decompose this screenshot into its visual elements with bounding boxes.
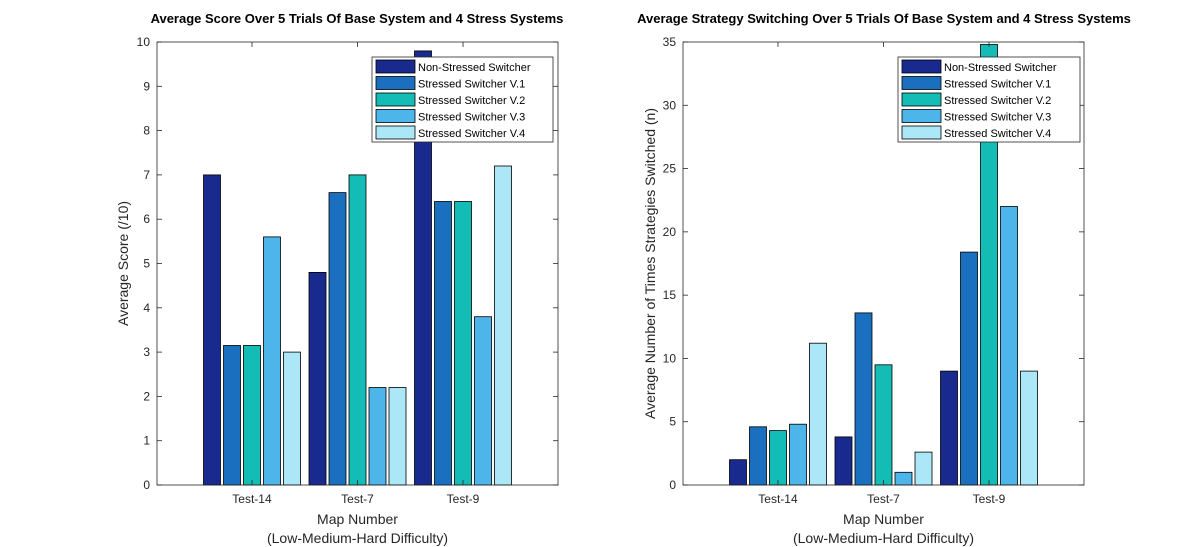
legend-label: Stressed Switcher V.2 [944,95,1051,107]
legend-label: Stressed Switcher V.3 [418,112,525,124]
y-axis-label: Average Score (/10) [115,201,131,326]
bar-5-test-7 [914,451,933,486]
chart-title: Average Strategy Switching Over 5 Trials… [637,11,1131,26]
legend-swatch [901,125,942,140]
x-tick-label: Test-7 [867,492,900,506]
chart-1: Average Score Over 5 Trials Of Base Syst… [115,11,563,546]
bar-4-test-9 [1000,206,1018,486]
bar-2-test-9 [434,201,452,486]
legend-label: Stressed Switcher V.1 [418,79,525,91]
legend-swatch [375,109,416,123]
legend-label: Non-Stressed Switcher [944,62,1057,74]
x-tick-label: Test-9 [973,492,1006,506]
chart-title: Average Score Over 5 Trials Of Base Syst… [151,11,564,26]
bar-3-test-14 [243,345,261,486]
y-tick-label: 10 [137,35,151,49]
legend-label: Stressed Switcher V.4 [944,128,1051,140]
legend-swatch [901,92,942,107]
bar-1-test-14 [203,174,221,486]
legend-label: Stressed Switcher V.1 [944,79,1051,91]
x-axis-sublabel: (Low-Medium-Hard Difficulty) [267,530,448,546]
bar-2-test-7 [854,312,873,486]
y-tick-label: 6 [143,212,150,226]
legend: Non-Stressed Switcher Stressed Switcher V… [897,56,1081,143]
bar-2-test-7 [328,192,347,486]
bar-1-test-9 [940,370,958,486]
bar-4-test-14 [263,236,281,486]
y-tick-label: 0 [669,478,676,492]
bar-2-test-14 [223,345,241,486]
bar-5-test-14 [809,342,827,486]
y-tick-label: 8 [143,124,150,138]
x-tick-label: Test-14 [232,492,272,506]
bar-4-test-7 [368,387,387,486]
legend-swatch [901,76,942,90]
x-axis-label: Map Number [843,511,924,527]
bar-5-test-9 [1020,370,1038,486]
bar-3-test-14 [769,430,787,486]
x-axis-sublabel: (Low-Medium-Hard Difficulty) [793,530,974,546]
y-tick-label: 4 [143,301,150,315]
bar-5-test-7 [388,387,407,486]
bar-1-test-7 [834,436,853,486]
bar-4-test-7 [894,471,913,486]
y-tick-label: 2 [143,389,150,403]
legend-swatch [901,59,942,74]
y-tick-label: 15 [663,288,677,302]
y-tick-label: 10 [663,351,677,365]
legend-label: Non-Stressed Switcher [418,62,531,74]
y-tick-label: 7 [143,168,150,182]
bar-1-test-14 [729,459,747,486]
legend-swatch [375,125,416,140]
legend-label: Stressed Switcher V.3 [944,112,1051,124]
x-tick-label: Test-9 [447,492,480,506]
y-tick-label: 3 [143,345,150,359]
legend-swatch [901,109,942,123]
x-tick-label: Test-7 [341,492,374,506]
y-tick-label: 1 [143,434,150,448]
y-tick-label: 9 [143,79,150,93]
bar-3-test-9 [454,201,472,486]
chart-2: Average Strategy Switching Over 5 Trials… [637,11,1131,546]
bar-2-test-14 [749,426,767,486]
bar-3-test-7 [348,174,367,486]
legend-swatch [375,76,416,90]
bar-2-test-9 [960,251,978,486]
y-axis-label: Average Number of Times Strategies Switc… [642,108,658,419]
bar-5-test-14 [283,351,301,486]
y-tick-label: 20 [663,225,677,239]
y-tick-label: 5 [669,415,676,429]
bar-4-test-9 [474,316,492,486]
bar-5-test-9 [494,165,512,486]
x-tick-label: Test-14 [758,492,798,506]
bar-3-test-7 [874,364,893,486]
bar-4-test-14 [789,423,807,486]
x-axis-label: Map Number [317,511,398,527]
legend-swatch [375,59,416,74]
legend-swatch [375,92,416,107]
y-tick-label: 0 [143,478,150,492]
y-tick-label: 35 [663,35,677,49]
legend-label: Stressed Switcher V.4 [418,128,525,140]
legend-label: Stressed Switcher V.2 [418,95,525,107]
legend: Non-Stressed Switcher Stressed Switcher V… [371,56,554,143]
y-tick-label: 5 [143,257,150,271]
y-tick-label: 25 [663,162,677,176]
bar-1-test-7 [308,271,327,486]
y-tick-label: 30 [663,98,677,112]
